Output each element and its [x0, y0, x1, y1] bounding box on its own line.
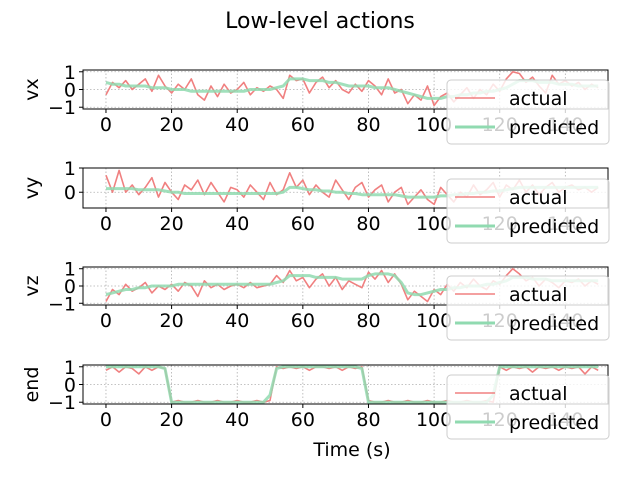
x-tick-label: 0	[100, 114, 112, 136]
legend-label-actual: actual	[509, 88, 568, 110]
x-tick-label: 60	[291, 114, 315, 136]
y-axis-label: vx	[21, 78, 43, 101]
legend: actual predicted	[446, 374, 610, 440]
x-tick-label: 40	[225, 409, 249, 431]
x-tick-label: 60	[291, 213, 315, 235]
y-tick-label: 1	[64, 357, 76, 379]
y-axis-label: end	[21, 367, 43, 403]
series-line-predicted	[106, 365, 599, 404]
x-tick-label: 80	[356, 310, 380, 332]
x-tick-label: 100	[416, 213, 452, 235]
series-group	[105, 365, 599, 404]
y-tick-label: −1	[48, 392, 76, 414]
x-tick-label: 40	[225, 310, 249, 332]
legend-label-actual: actual	[509, 284, 568, 306]
x-tick-label: 100	[416, 114, 452, 136]
legend-label-actual: actual	[509, 383, 568, 405]
legend: actual predicted	[446, 178, 610, 244]
x-tick-label: 20	[160, 114, 184, 136]
legend-label-predicted: predicted	[509, 216, 599, 238]
legend-label-predicted: predicted	[509, 313, 599, 335]
legend: actual predicted	[446, 275, 610, 341]
x-tick-label: 100	[416, 409, 452, 431]
x-tick-label: 80	[356, 409, 380, 431]
y-axis-label: vy	[21, 177, 43, 200]
legend-label-predicted: predicted	[509, 117, 599, 139]
x-tick-label: 80	[356, 213, 380, 235]
y-tick-label: −1	[48, 97, 76, 119]
y-axis-label: vz	[21, 275, 43, 296]
x-tick-label: 60	[291, 310, 315, 332]
x-tick-label: 0	[100, 409, 112, 431]
x-tick-label: 20	[160, 409, 184, 431]
x-tick-label: 60	[291, 409, 315, 431]
y-tick-label: 1	[64, 158, 76, 180]
x-tick-label: 100	[416, 310, 452, 332]
subplots: 020406080100120140−101vxactualpredicted0…	[21, 62, 610, 440]
x-tick-label: 80	[356, 114, 380, 136]
x-tick-label: 0	[100, 310, 112, 332]
x-axis-label: Time (s)	[312, 439, 390, 461]
y-tick-label: 0	[64, 182, 76, 204]
x-tick-label: 20	[160, 310, 184, 332]
x-tick-label: 40	[225, 114, 249, 136]
y-tick-label: 0	[64, 375, 76, 397]
x-tick-label: 0	[100, 213, 112, 235]
y-tick-label: 1	[64, 259, 76, 281]
x-tick-label: 20	[160, 213, 184, 235]
y-tick-label: 1	[64, 62, 76, 84]
subplot-vy: 02040608010012014001vyactualpredicted	[21, 158, 610, 244]
y-tick-label: −1	[48, 293, 76, 315]
x-tick-label: 40	[225, 213, 249, 235]
y-tick-label: 0	[64, 80, 76, 102]
figure-title: Low-level actions	[225, 9, 415, 34]
legend-label-actual: actual	[509, 187, 568, 209]
legend-label-predicted: predicted	[509, 412, 599, 434]
series-line-actual	[105, 71, 599, 107]
y-tick-label: 0	[64, 276, 76, 298]
legend: actual predicted	[446, 79, 610, 145]
